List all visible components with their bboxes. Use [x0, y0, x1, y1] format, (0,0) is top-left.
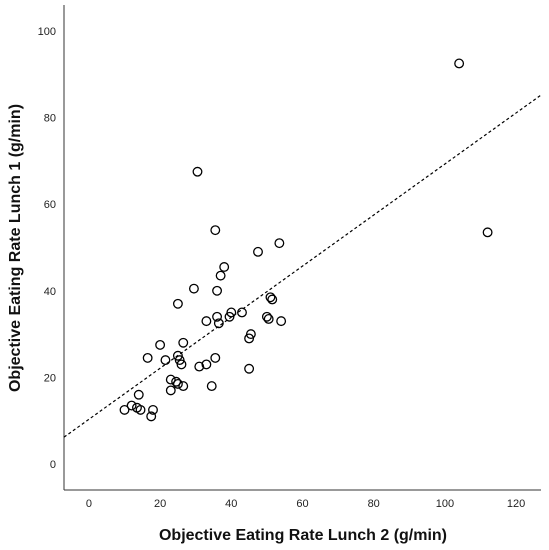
data-point — [224, 311, 235, 322]
data-point — [178, 381, 189, 392]
data-point — [265, 292, 276, 303]
data-point — [142, 352, 153, 363]
data-point — [148, 404, 158, 415]
data-point — [146, 411, 157, 422]
data-point — [267, 294, 278, 305]
y-tick-label: 0 — [50, 459, 56, 471]
data-point — [244, 333, 255, 344]
data-point — [201, 316, 212, 327]
data-point — [194, 361, 205, 372]
data-point — [454, 58, 465, 69]
y-axis-ticks: 0 20 40 60 80 100 — [38, 26, 56, 471]
plot-frame — [63, 5, 541, 491]
data-point — [261, 311, 272, 322]
data-point — [119, 404, 130, 415]
data-point — [245, 329, 256, 340]
y-tick-label: 100 — [38, 26, 56, 38]
data-point — [165, 385, 176, 396]
x-axis-ticks: 0 20 40 60 80 100 120 — [86, 498, 525, 510]
data-point — [274, 238, 285, 249]
data-point — [276, 316, 287, 327]
data-point — [178, 337, 189, 348]
x-tick-label: 80 — [368, 498, 380, 510]
data-point — [237, 307, 247, 318]
regression-line — [63, 94, 542, 438]
x-tick-label: 120 — [507, 498, 525, 510]
data-point — [133, 389, 144, 400]
points-layer — [119, 58, 493, 422]
data-point — [172, 378, 183, 389]
data-point — [206, 381, 217, 392]
data-point — [126, 400, 137, 411]
data-point — [172, 350, 183, 361]
data-point — [172, 298, 183, 309]
data-point — [215, 270, 226, 281]
data-point — [188, 283, 199, 294]
data-point — [174, 355, 185, 366]
x-tick-label: 40 — [225, 498, 237, 510]
y-tick-label: 40 — [44, 286, 56, 298]
data-point — [212, 285, 223, 296]
data-point — [171, 376, 182, 387]
x-tick-label: 60 — [296, 498, 308, 510]
fit-line-layer — [63, 94, 542, 438]
data-point — [155, 339, 166, 350]
y-tick-label: 20 — [44, 372, 56, 384]
data-point — [226, 307, 237, 318]
data-point — [263, 314, 274, 324]
data-point — [210, 225, 221, 236]
data-point — [482, 227, 493, 238]
x-tick-label: 0 — [86, 498, 92, 510]
data-point — [165, 374, 176, 385]
data-point — [213, 318, 224, 329]
data-point — [210, 352, 221, 363]
data-point — [212, 311, 223, 322]
data-point — [219, 262, 230, 272]
data-point — [253, 246, 263, 257]
y-tick-label: 80 — [44, 113, 56, 125]
x-tick-label: 20 — [154, 498, 166, 510]
data-point — [244, 363, 255, 374]
x-tick-label: 100 — [436, 498, 454, 510]
data-point — [192, 166, 203, 177]
data-point — [201, 359, 212, 370]
data-point — [160, 355, 171, 366]
y-axis-title: Objective Eating Rate Lunch 1 (g/min) — [7, 104, 24, 392]
x-axis-title: Objective Eating Rate Lunch 2 (g/min) — [159, 527, 447, 544]
y-tick-label: 60 — [44, 199, 56, 211]
data-point — [176, 359, 187, 370]
data-point — [135, 404, 146, 415]
